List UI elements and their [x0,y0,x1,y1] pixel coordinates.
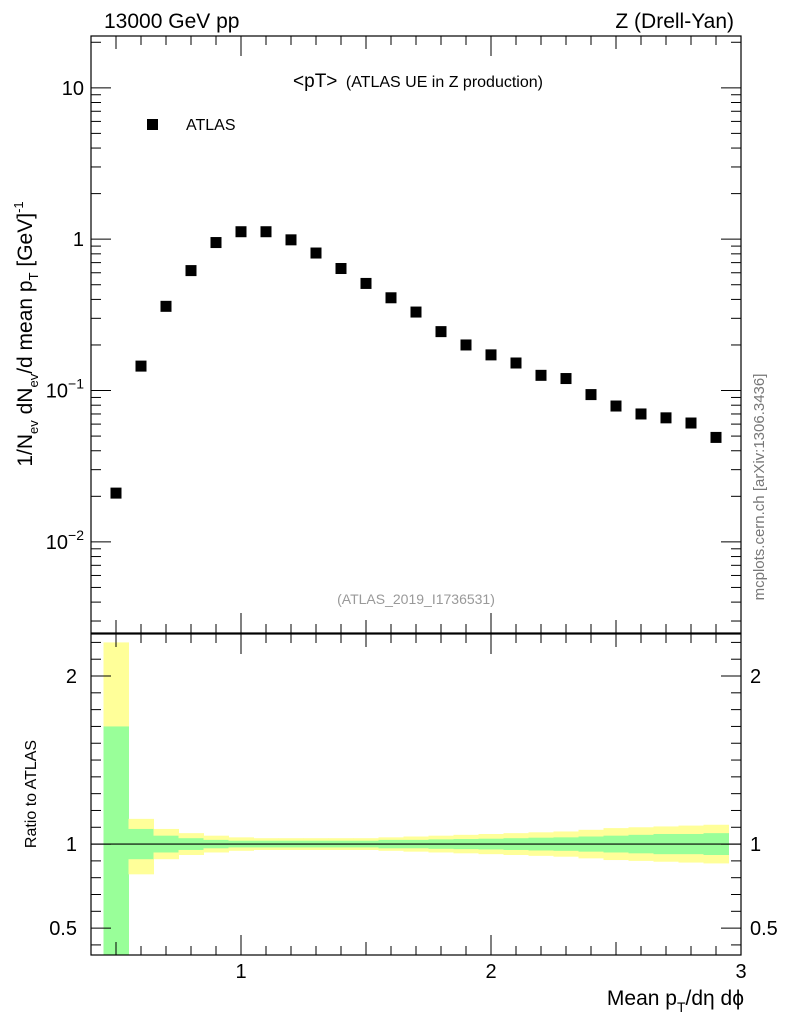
lower-y-tick-label-left: 1 [66,834,77,856]
upper-y-tick-label: 10 [62,78,84,100]
data-point-atlas [185,265,197,277]
data-point-atlas [335,263,347,275]
data-point-atlas [685,417,697,429]
ratio-band-inner [103,726,129,955]
data-point-atlas [110,487,122,499]
lower-y-tick-label-left: 2 [66,666,77,688]
header-left: 13000 GeV pp [104,10,239,33]
lower-y-tick-label-right: 2 [750,666,761,688]
lower-frame [90,633,742,956]
data-point-atlas [635,408,647,420]
lower-y-tick-label-right: 1 [750,834,761,856]
lower-y-tick-label-left: 0.5 [49,918,77,940]
legend-label-atlas: ATLAS [186,117,236,134]
data-point-atlas [660,412,672,424]
legend-marker-atlas [147,119,158,130]
lower-y-tick-label-right: 0.5 [750,918,778,940]
plot-title: <pT> (ATLAS UE in Z production) [293,71,543,92]
side-label: mcplots.cern.ch [arXiv:1306.3436] [751,374,768,601]
data-point-atlas [535,369,547,381]
ratio-bands [103,642,729,955]
lower-axis-ticks: 0.5 0.5 1 1 2 2 1 2 3 [49,634,778,983]
data-point-atlas [310,247,322,259]
upper-ylabel: 1/Nev dNev/d mean pT [GeV]-1 [11,201,41,466]
data-point-atlas [710,431,722,443]
data-point-atlas [160,300,172,312]
upper-y-tick-label: 10−1 [46,376,84,403]
upper-frame [90,35,742,634]
lower-ylabel: Ratio to ATLAS [23,740,40,848]
data-point-atlas [485,349,497,361]
data-point-atlas [235,226,247,238]
x-tick-label: 1 [235,961,246,983]
upper-axis-ticks: 10 1 10−1 10−2 [46,36,742,633]
legend: ATLAS [147,117,236,134]
data-point-atlas [360,277,372,289]
upper-data-points [110,226,722,499]
upper-y-tick-label: 10−2 [46,527,84,554]
data-point-atlas [435,326,447,338]
plot-title-sub: (ATLAS UE in Z production) [346,74,543,91]
data-point-atlas [610,400,622,412]
x-axis-label: Mean pT/dη dϕ [607,987,744,1015]
x-tick-label: 2 [485,961,496,983]
data-point-atlas [385,292,397,304]
header-right: Z (Drell-Yan) [615,10,734,33]
data-point-atlas [560,373,572,385]
data-point-atlas [210,237,222,249]
data-point-atlas [585,389,597,401]
plot-title-main: <pT> [293,71,337,92]
data-point-atlas [410,306,422,318]
data-point-atlas [135,360,147,372]
upper-y-tick-label: 1 [73,229,84,251]
data-point-atlas [460,339,472,351]
data-point-atlas [285,234,297,246]
analysis-id: (ATLAS_2019_I1736531) [337,591,495,607]
data-point-atlas [260,226,272,238]
x-tick-label: 3 [735,961,746,983]
data-point-atlas [510,357,522,369]
